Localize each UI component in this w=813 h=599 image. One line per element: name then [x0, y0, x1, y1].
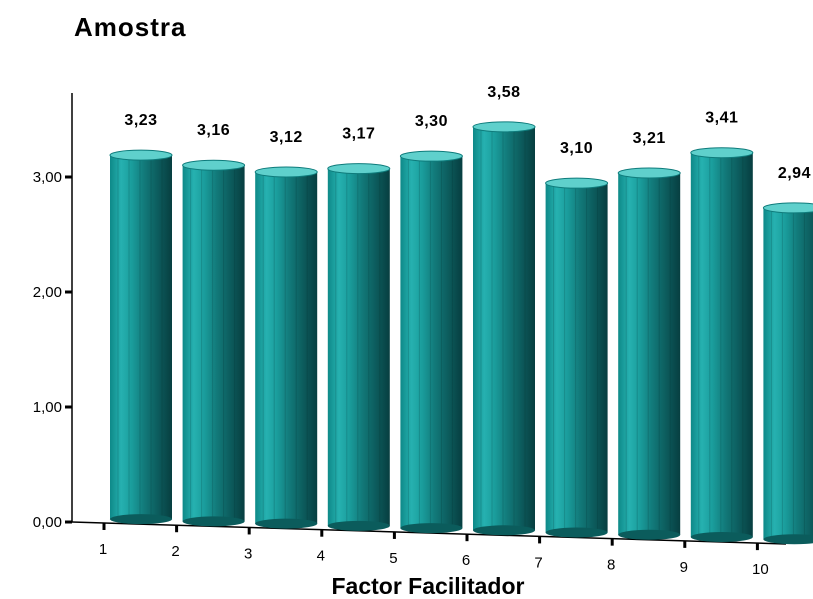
- bar-bottom: [473, 525, 535, 536]
- data-label: 3,17: [342, 126, 375, 143]
- y-tick-label: 2,00: [33, 284, 62, 301]
- chart-title: Amostra: [74, 12, 186, 42]
- bar-bottom: [618, 529, 681, 540]
- bar-body: [327, 168, 390, 526]
- bar-body: [182, 165, 245, 522]
- data-label: 3,21: [633, 130, 666, 147]
- bar-body: [110, 155, 172, 520]
- bar-top: [617, 167, 681, 179]
- bar-bottom: [545, 527, 608, 538]
- bar-body: [545, 183, 608, 533]
- bar-10: [762, 202, 813, 545]
- data-label: 2,94: [778, 165, 811, 182]
- bar-top: [182, 159, 246, 171]
- data-label: 3,58: [487, 84, 520, 101]
- data-label: 3,23: [124, 112, 157, 129]
- x-tick-label: 8: [607, 557, 615, 574]
- data-label: 3,41: [705, 110, 738, 127]
- bar-body: [618, 173, 681, 535]
- x-tick-label: 6: [462, 552, 470, 569]
- bar-9: [690, 147, 754, 543]
- y-tick-label: 0,00: [33, 514, 62, 531]
- x-axis-label: Factor Facilitador: [332, 573, 525, 599]
- bar-top: [545, 177, 609, 189]
- bar-bottom: [327, 520, 390, 531]
- data-label: 3,10: [560, 140, 593, 157]
- x-axis-ticks: 1 2 3 4 5 6 7 8 9 10: [99, 522, 769, 578]
- bar-body: [763, 207, 813, 540]
- x-tick-label: 7: [534, 554, 542, 571]
- x-tick-label: 4: [317, 548, 325, 565]
- bar-bottom: [110, 514, 172, 525]
- bar-1: [109, 149, 173, 525]
- y-tick-label: 3,00: [33, 169, 62, 186]
- bar-bottom: [400, 523, 463, 534]
- bar-5: [399, 150, 463, 534]
- bar-6: [472, 121, 536, 536]
- y-axis-ticks: 0,00 1,00 2,00 3,00: [33, 169, 72, 531]
- data-label: 3,12: [270, 129, 303, 146]
- data-labels-group: 3,23 3,16 3,12 3,17 3,30 3,58 3,10 3,21 3,41 2,94: [124, 84, 811, 182]
- bar-top: [472, 121, 536, 133]
- bar-bottom: [255, 518, 318, 529]
- bar-top: [399, 150, 463, 162]
- bar-top: [762, 202, 813, 214]
- bar-8: [617, 167, 681, 540]
- y-tick-label: 1,00: [33, 399, 62, 416]
- x-tick-label: 3: [244, 545, 252, 562]
- bar-top: [690, 147, 754, 159]
- bar-body: [690, 152, 753, 538]
- x-tick-label: 5: [389, 550, 397, 567]
- bar-bottom: [690, 532, 753, 543]
- x-tick-label: 1: [99, 541, 107, 558]
- bar-top: [109, 149, 173, 161]
- bar-body: [255, 171, 318, 524]
- bar-bottom: [182, 516, 245, 527]
- data-label: 3,30: [415, 113, 448, 130]
- x-tick-label: 2: [171, 543, 179, 560]
- bar-body: [473, 126, 535, 531]
- bar-2: [182, 159, 246, 527]
- data-label: 3,16: [197, 122, 230, 139]
- bar-3: [254, 166, 318, 529]
- bar-body: [400, 156, 463, 529]
- x-tick-label: 10: [752, 561, 769, 578]
- bar-top: [327, 163, 391, 175]
- bar-4: [327, 163, 391, 531]
- bars-group: [109, 121, 813, 545]
- bar-top: [254, 166, 318, 178]
- bar-7: [545, 177, 609, 538]
- bar-bottom: [763, 534, 813, 545]
- x-tick-label: 9: [680, 559, 688, 576]
